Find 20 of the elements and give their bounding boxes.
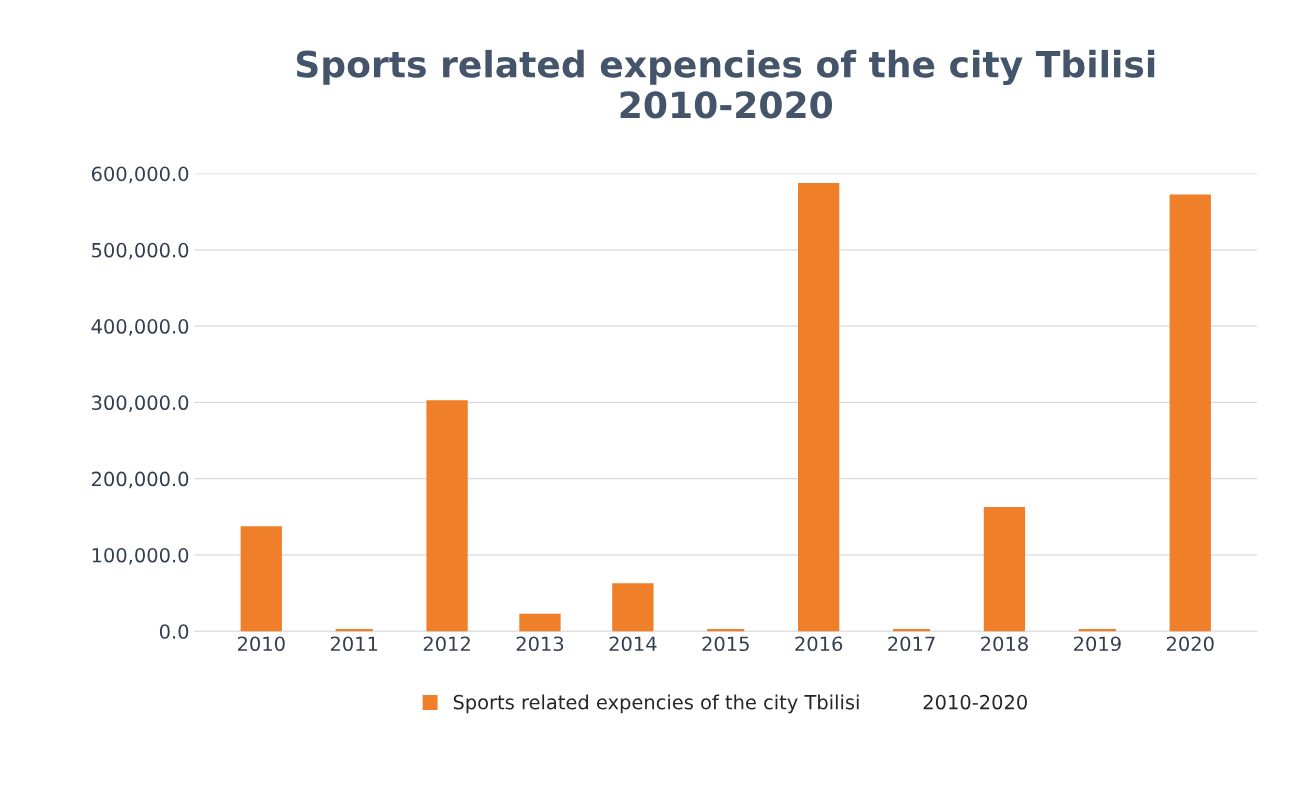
y-tick-label: 0.0 [159,624,189,639]
legend-label: Sports related expencies of the city Tbilisi 2010-2020 [453,694,1027,714]
x-tick-label: 2017 [888,636,935,652]
x-tick-label: 2015 [702,636,749,652]
chart-title: Sports related expencies of the city Tbilisi 2010-2020 [296,49,1155,119]
y-tick-label: 500,000.0 [92,242,189,260]
x-tick-label: 2019 [1074,636,1121,652]
x-tick-label: 2011 [330,636,378,652]
y-tick-label: 300,000.0 [92,395,189,413]
x-tick-label: 2013 [516,636,564,652]
y-tick-label: 200,000.0 [92,471,189,489]
y-tick-label: 400,000.0 [91,319,189,336]
x-tick-label: 2010 [237,636,285,652]
x-tick-label: 2014 [609,636,657,652]
y-tick-label: 100,000.0 [92,547,189,565]
x-tick-label: 2018 [981,636,1028,652]
y-tick-label: 600,000.0 [91,166,189,184]
x-tick-label: 2016 [795,636,843,652]
x-tick-label: 2020 [1166,636,1214,652]
x-tick-label: 2012 [423,636,470,652]
